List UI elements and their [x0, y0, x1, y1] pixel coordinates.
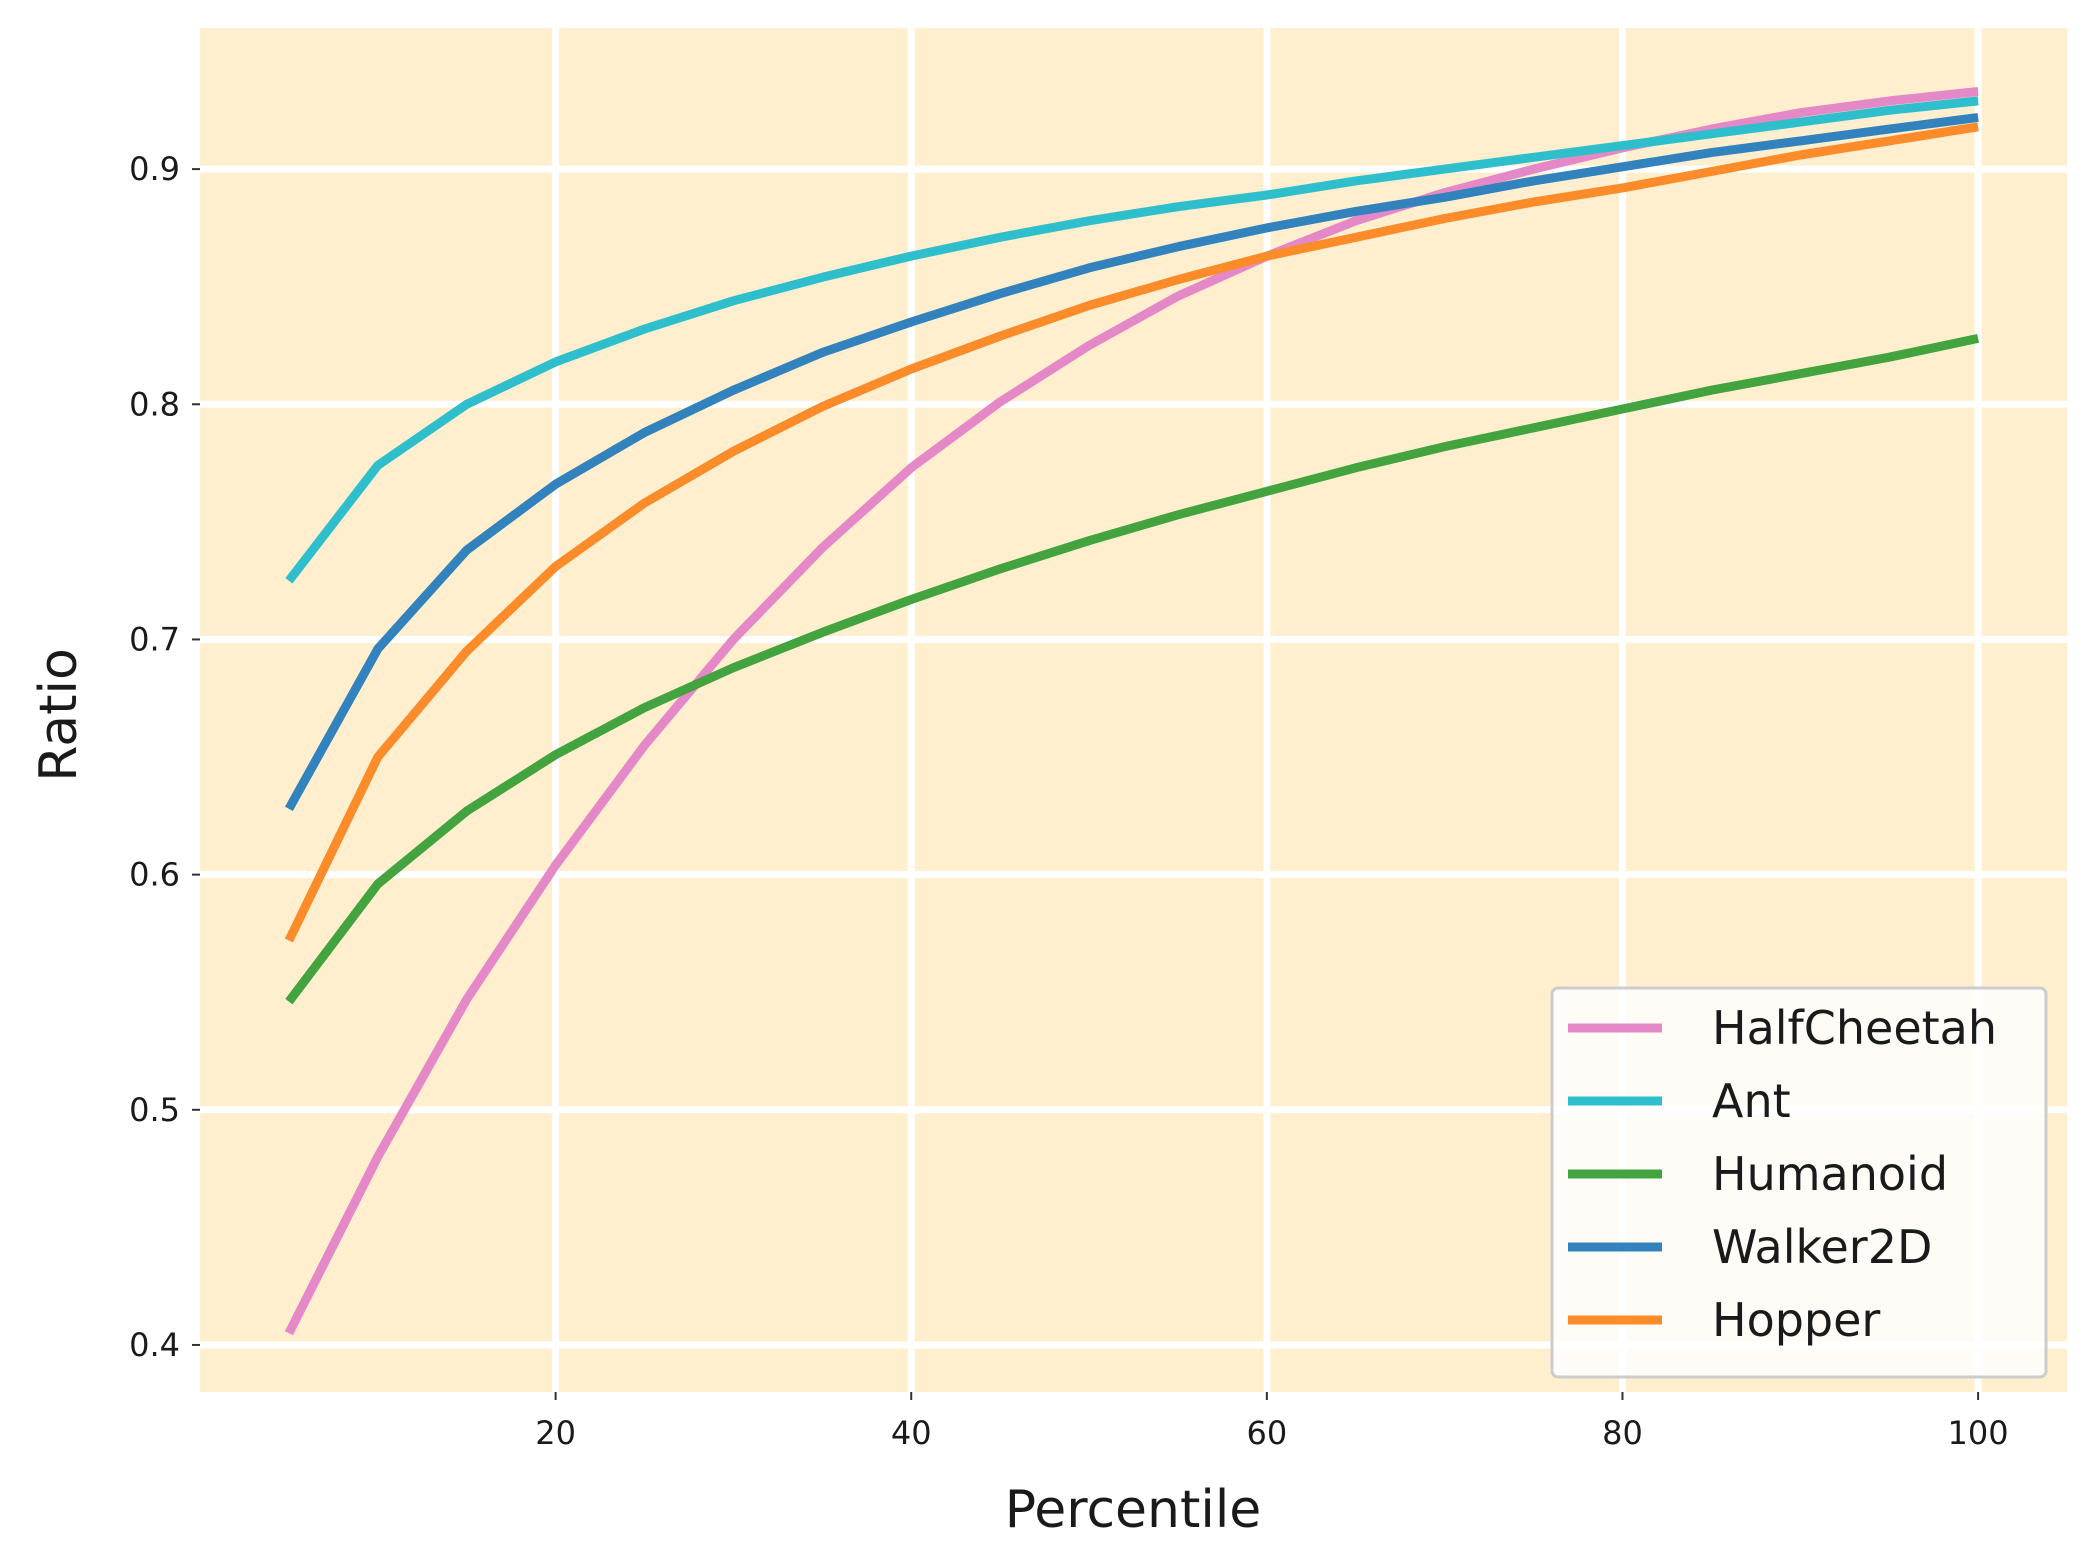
- legend-label: Humanoid: [1712, 1147, 1948, 1201]
- legend-label: Ant: [1712, 1074, 1791, 1128]
- x-tick-label: 100: [1948, 1414, 2009, 1452]
- x-axis-label: Percentile: [1005, 1480, 1262, 1540]
- series-line-humanoid: [285, 333, 1980, 1005]
- x-tick-label: 80: [1602, 1414, 1643, 1452]
- x-tick-label: 60: [1246, 1414, 1287, 1452]
- x-tick-label: 40: [891, 1414, 932, 1452]
- x-axis-ticks: 20 40 60 80 100: [535, 1392, 2009, 1452]
- x-tick-label: 20: [535, 1414, 576, 1452]
- legend-label: Hopper: [1712, 1293, 1880, 1347]
- legend-label: HalfCheetah: [1712, 1001, 1997, 1055]
- y-tick-label: 0.7: [129, 620, 180, 658]
- legend-box: [1550, 986, 2048, 1379]
- legend: HalfCheetah Ant Humanoid Walker2D Hopper: [1550, 986, 2048, 1379]
- y-axis-ticks: 0.4 0.5 0.6 0.7 0.8 0.9: [129, 150, 200, 1364]
- legend-label: Walker2D: [1712, 1220, 1932, 1274]
- y-tick-label: 0.4: [129, 1326, 180, 1364]
- series-line-walker2d: [284, 112, 1979, 811]
- y-tick-label: 0.8: [129, 385, 180, 423]
- y-tick-label: 0.5: [129, 1091, 180, 1129]
- series-lines: [284, 87, 1980, 1336]
- series-line-hopper: [284, 122, 1979, 943]
- y-tick-label: 0.9: [129, 150, 180, 188]
- series-line-ant: [285, 96, 1979, 584]
- y-axis-label: Ratio: [29, 648, 89, 782]
- y-tick-label: 0.6: [129, 856, 180, 894]
